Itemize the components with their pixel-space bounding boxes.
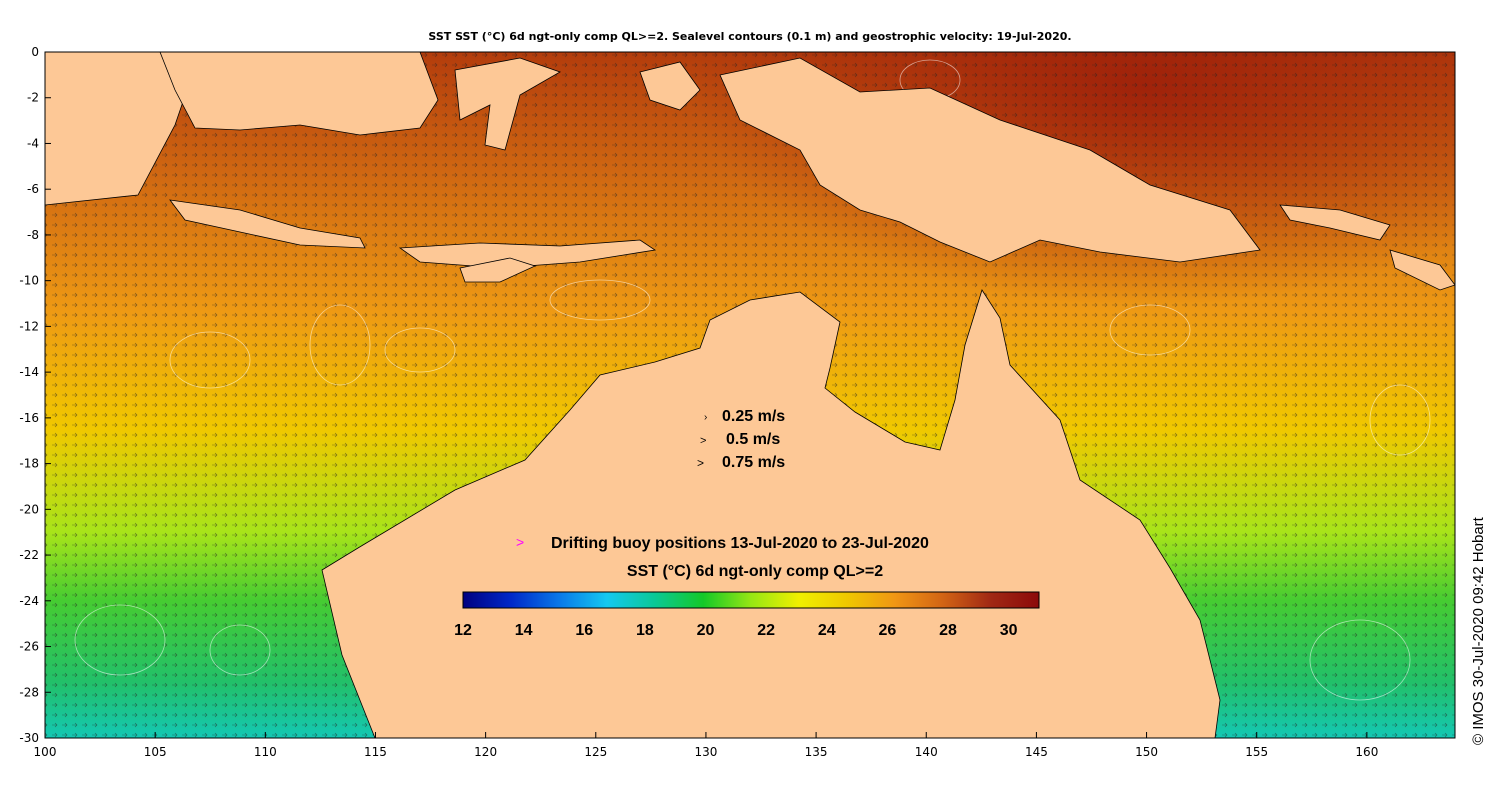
x-tick-label-2: 110 [254, 745, 277, 759]
colorbar-tick-label-6: 24 [818, 622, 836, 639]
colorbar [462, 591, 1040, 609]
y-tick-label-8: -16 [19, 411, 39, 425]
x-tick-label-12: 160 [1355, 745, 1378, 759]
x-tick-label-9: 145 [1025, 745, 1048, 759]
solomon-islands-land [1389, 249, 1455, 291]
y-tick-label-10: -20 [19, 502, 39, 516]
y-tick-label-0: 0 [31, 45, 39, 59]
velocity-arrow-small: › [704, 412, 707, 423]
colorbar-ticks: 12 14 16 18 20 22 24 26 28 30 [454, 622, 1018, 639]
x-axis: 100 105 110 115 120 125 130 135 140 145 150 155 160 [34, 732, 1378, 759]
colorbar-tick-label-5: 22 [757, 622, 775, 639]
velocity-arrow-medium: > [700, 435, 706, 447]
velocity-legend-label-2: 0.5 m/s [726, 431, 780, 448]
x-tick-label-3: 115 [364, 745, 387, 759]
australia-land [321, 289, 1221, 738]
y-tick-label-13: -26 [19, 640, 39, 654]
halmahera-land [639, 61, 701, 111]
colorbar-tick-label-1: 14 [515, 622, 533, 639]
new-guinea-land [719, 57, 1261, 263]
y-tick-label-11: -22 [19, 548, 39, 562]
buoy-legend-text: Drifting buoy positions 13-Jul-2020 to 2… [551, 535, 929, 552]
colorbar-tick-label-7: 26 [879, 622, 897, 639]
x-tick-label-6: 130 [694, 745, 717, 759]
y-tick-label-5: -10 [19, 274, 39, 288]
java-land [169, 199, 366, 249]
y-tick-label-3: -6 [27, 182, 39, 196]
x-tick-label-1: 105 [144, 745, 167, 759]
colorbar-tick-label-9: 30 [1000, 622, 1018, 639]
page-title: SST SST (°C) 6d ngt-only comp QL>=2. Sea… [428, 30, 1072, 43]
new-britain-land [1279, 204, 1391, 241]
y-tick-label-12: -24 [19, 594, 39, 608]
colorbar-tick-label-2: 16 [575, 622, 593, 639]
sulawesi-land [454, 57, 561, 151]
y-axis: 0 -2 -4 -6 -8 -10 -12 -14 -16 -18 -20 -22 -24 -26 -28 -… [19, 45, 51, 745]
map-frame [44, 51, 1456, 739]
y-tick-label-15: -30 [19, 731, 39, 745]
y-tick-label-9: -18 [19, 457, 39, 471]
x-tick-label-10: 150 [1135, 745, 1158, 759]
colorbar-tick-label-3: 18 [636, 622, 654, 639]
x-tick-label-5: 125 [584, 745, 607, 759]
buoy-marker-icon: > [516, 534, 524, 550]
sealevel-contours [74, 59, 1431, 701]
x-tick-label-8: 140 [915, 745, 938, 759]
lesser-sunda-land [398, 239, 657, 269]
y-tick-label-6: -12 [19, 319, 39, 333]
y-tick-label-4: -8 [27, 228, 39, 242]
colorbar-tick-label-4: 20 [697, 622, 715, 639]
buoy-legend: > Drifting buoy positions 13-Jul-2020 to… [516, 534, 929, 552]
borneo-land [159, 52, 439, 136]
credit-text: © IMOS 30-Jul-2020 09:42 Hobart [1470, 517, 1487, 745]
land-masses [45, 52, 1455, 738]
colorbar-tick-label-8: 28 [939, 622, 957, 639]
y-tick-label-1: -2 [27, 91, 39, 105]
velocity-legend: › 0.25 m/s > 0.5 m/s > 0.75 m/s [697, 408, 785, 471]
sumatra-land [45, 52, 201, 206]
timor-land [459, 257, 537, 283]
colorbar-tick-label-0: 12 [454, 622, 472, 639]
velocity-legend-label-1: 0.25 m/s [722, 408, 785, 425]
y-tick-label-14: -28 [19, 685, 39, 699]
velocity-arrow-large: > [697, 456, 704, 470]
x-tick-label-11: 155 [1245, 745, 1268, 759]
velocity-legend-label-3: 0.75 m/s [722, 454, 785, 471]
y-tick-label-2: -4 [27, 136, 39, 150]
y-tick-label-7: -14 [19, 365, 39, 379]
colorbar-title: SST (°C) 6d ngt-only comp QL>=2 [627, 563, 883, 580]
x-tick-label-4: 120 [474, 745, 497, 759]
x-tick-label-7: 135 [805, 745, 828, 759]
x-tick-label-0: 100 [34, 745, 57, 759]
